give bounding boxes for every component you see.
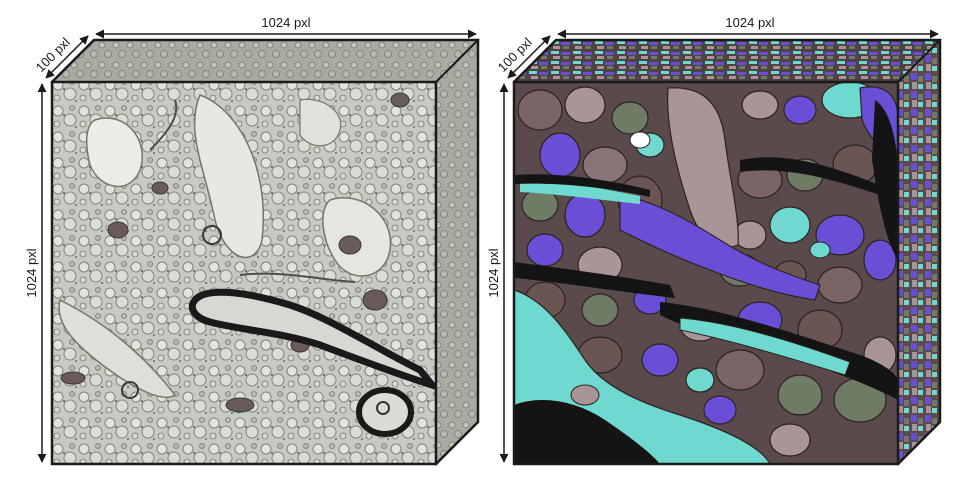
segmentation-volume-front-face [514,82,898,464]
em-volume-top-face [50,39,480,83]
segmentation-height-label: 1024 pxl [486,248,501,297]
em-volume-front-outline [50,80,438,466]
em-volume-side-face [435,38,479,466]
em-height-label: 1024 pxl [24,248,39,297]
segmentation-volume-front-outline [512,80,900,466]
em-width-label: 1024 pxl [261,15,310,30]
segmentation-volume-top-face [512,39,942,83]
em-volume-front-face [52,82,436,464]
em-volume [50,38,480,466]
segmentation-volume-side-face [897,38,941,466]
segmentation-depth-arrow [507,35,551,79]
em-depth-arrow [45,35,89,79]
segmentation-width-label: 1024 pxl [725,15,774,30]
segmentation-volume [512,38,942,466]
